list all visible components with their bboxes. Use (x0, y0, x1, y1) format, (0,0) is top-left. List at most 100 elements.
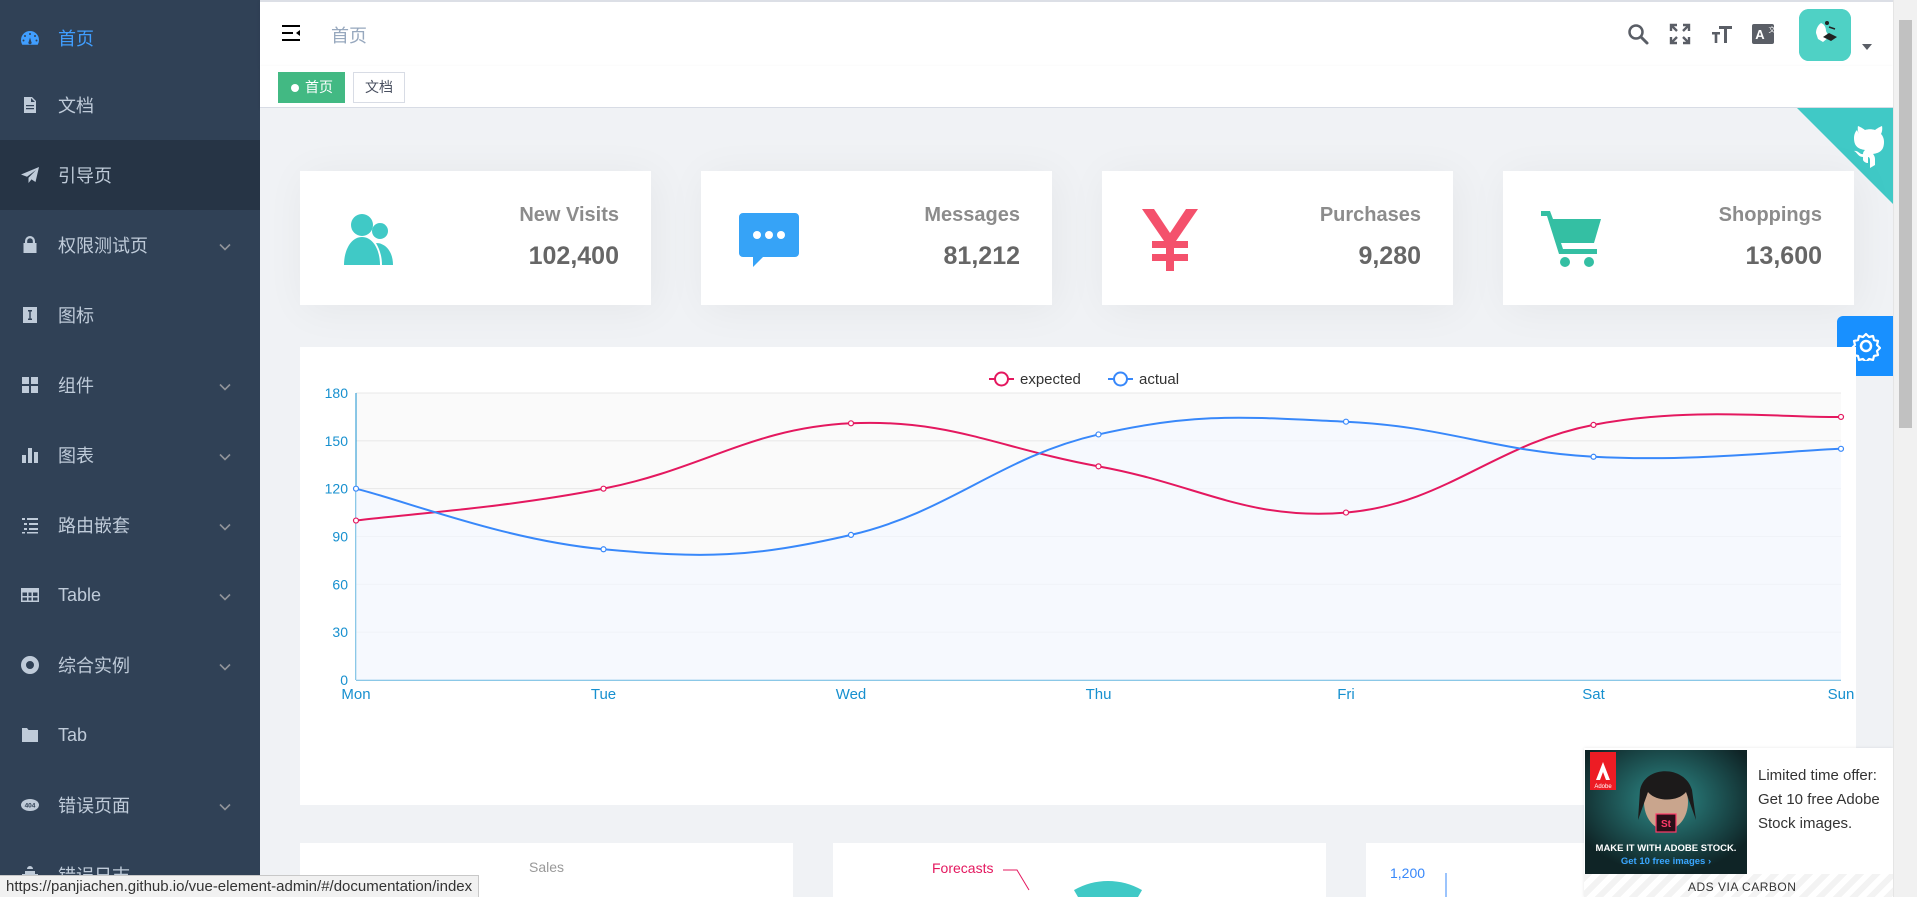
panel-value: 13,600 (1745, 242, 1822, 270)
x-tick-label: Wed (836, 686, 867, 703)
bar-axis (1445, 873, 1447, 897)
pie-leader-line (1003, 869, 1142, 897)
sidebar-item-example[interactable]: 综合实例 (0, 630, 260, 700)
github-cat-icon (1854, 126, 1884, 168)
ad-badge: St (1661, 819, 1672, 830)
data-point-actual (352, 485, 360, 492)
x-tick-label: Thu (1086, 686, 1112, 703)
y-tick-label: 60 (332, 576, 348, 592)
breadcrumb[interactable]: 首页 (331, 26, 367, 46)
tags-view: 首页 文档 (260, 66, 1893, 108)
sidebar-item-label: 错误页面 (58, 796, 130, 816)
sidebar: 首页 文档 引导页 权限测试页 图标 (0, 0, 260, 897)
search-icon[interactable] (1625, 21, 1651, 47)
tag-dashboard[interactable]: 首页 (278, 72, 345, 103)
y-tick-label: 150 (325, 433, 349, 449)
avatar[interactable] (1799, 9, 1851, 61)
carbon-ad[interactable]: St Adobe MAKE IT WITH ADOBE STOCK. Get 1… (1584, 748, 1893, 897)
data-point-expected (600, 485, 607, 492)
sidebar-item-dashboard[interactable]: 首页 (0, 0, 260, 70)
active-dot-icon (291, 84, 299, 92)
sidebar-item-guide[interactable]: 引导页 (0, 140, 260, 210)
svg-text:404: 404 (25, 803, 36, 810)
panel-value: 81,212 (943, 242, 1020, 270)
svg-text:A: A (1755, 27, 1765, 42)
data-point-actual (847, 531, 855, 539)
page-scrollbar[interactable] (1893, 0, 1917, 897)
money-icon (1138, 207, 1202, 271)
size-select-icon[interactable] (1709, 21, 1735, 47)
tag-documentation[interactable]: 文档 (353, 72, 405, 103)
data-point-expected (1590, 421, 1597, 428)
tab-icon (20, 725, 40, 745)
sidebar-item-label: Table (58, 584, 102, 605)
sidebar-item-label: 权限测试页 (58, 236, 148, 256)
caret-down-icon[interactable] (1862, 44, 1872, 50)
chevron-down-icon (218, 518, 232, 532)
sales-label: Sales (528, 859, 565, 875)
data-point-actual (600, 546, 607, 553)
sidebar-item-nested[interactable]: 路由嵌套 (0, 490, 260, 560)
lock-icon (20, 235, 40, 255)
data-point-expected (1095, 463, 1102, 470)
actual-area (356, 417, 1841, 680)
sidebar-item-icons[interactable]: 图标 (0, 280, 260, 350)
y-tick-label: 30 (332, 624, 348, 640)
sidebar-item-charts[interactable]: 图表 (0, 420, 260, 490)
panel-label: New Visits (519, 204, 619, 226)
dashboard-icon (20, 28, 40, 48)
panel-shoppings[interactable]: Shoppings 13,600 (1503, 171, 1854, 305)
legend-label-expected: expected (1020, 371, 1081, 388)
legend-label-actual: actual (1139, 371, 1179, 388)
chevron-down-icon (218, 448, 232, 462)
sidebar-item-error-pages[interactable]: 404 错误页面 (0, 770, 260, 840)
panel-value: 102,400 (528, 242, 619, 270)
chevron-down-icon (218, 378, 232, 392)
main-content: New Visits 102,400 Messages 81,212 Purch… (260, 108, 1897, 897)
sidebar-item-permission[interactable]: 权限测试页 (0, 210, 260, 280)
sidebar-item-label: 图表 (58, 446, 94, 466)
scrollbar-thumb[interactable] (1899, 20, 1912, 428)
sidebar-item-label: 图标 (58, 306, 94, 326)
ad-footer[interactable]: ADS VIA CARBON (1584, 874, 1893, 897)
x-tick-label: Tue (591, 686, 616, 703)
sidebar-item-label: 引导页 (58, 166, 112, 186)
sidebar-item-documentation[interactable]: 文档 (0, 70, 260, 140)
example-icon (20, 655, 40, 675)
panel-messages[interactable]: Messages 81,212 (701, 171, 1052, 305)
data-point-actual (1590, 453, 1597, 460)
component-icon (20, 375, 40, 395)
y-tick-label: 180 (325, 385, 349, 401)
panel-purchases[interactable]: Purchases 9,280 (1102, 171, 1453, 305)
data-point-actual (1095, 431, 1102, 438)
ad-text[interactable]: Limited time offer: Get 10 free Adobe St… (1758, 767, 1880, 832)
panel-label: Shoppings (1718, 204, 1822, 226)
data-point-actual (1837, 445, 1845, 452)
tag-label: 首页 (305, 79, 333, 95)
panel-new-visits[interactable]: New Visits 102,400 (300, 171, 651, 305)
sidebar-item-table[interactable]: Table (0, 560, 260, 630)
sidebar-item-components[interactable]: 组件 (0, 350, 260, 420)
forecasts-label: Forecasts (932, 860, 994, 876)
fullscreen-icon[interactable] (1667, 21, 1693, 47)
ad-image-link: Get 10 free images › (1621, 856, 1711, 867)
chevron-down-icon (218, 658, 232, 672)
sidebar-item-label: Tab (58, 724, 88, 745)
github-corner[interactable] (1797, 108, 1897, 208)
pie-chart-card: Forecasts (833, 843, 1326, 897)
chevron-down-icon (218, 798, 232, 812)
x-tick-label: Sat (1582, 686, 1605, 703)
ad-image[interactable]: St Adobe MAKE IT WITH ADOBE STOCK. Get 1… (1585, 750, 1747, 874)
hamburger-icon[interactable] (280, 22, 302, 44)
sidebar-item-label: 文档 (58, 96, 94, 116)
panel-label: Purchases (1319, 204, 1421, 226)
data-point-expected (352, 517, 360, 524)
line-chart: 0 30 60 90 120 150 180 Mon Tue Wed Thu Fri Sat Sun exp… (325, 371, 1855, 703)
sidebar-item-tab[interactable]: Tab (0, 700, 260, 770)
guide-icon (20, 165, 40, 185)
line-chart-card: 0 30 60 90 120 150 180 Mon Tue Wed Thu Fri Sat Sun exp… (300, 347, 1856, 805)
svg-text:文: 文 (1769, 25, 1776, 34)
ad-brand: Adobe (1594, 784, 1612, 790)
